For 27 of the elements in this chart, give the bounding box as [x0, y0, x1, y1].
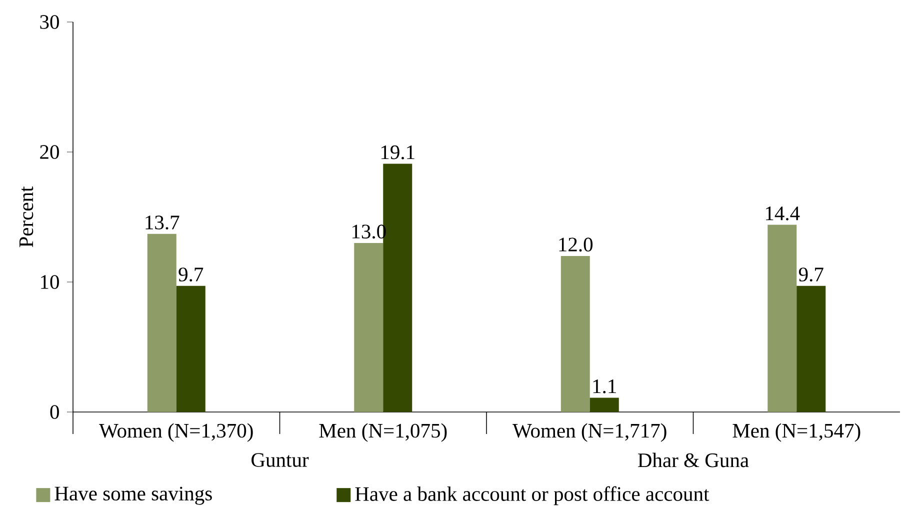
data-label: 9.7	[178, 268, 204, 282]
y-tick-label: 0	[50, 405, 59, 419]
y-tick-label: 20	[40, 145, 59, 159]
bar	[147, 234, 176, 412]
bar	[796, 286, 826, 412]
y-tick-label: 30	[40, 15, 59, 29]
data-label: 13.7	[146, 216, 180, 230]
bar	[768, 224, 797, 412]
x-tick-label: Women (N=1,717)	[512, 423, 666, 442]
bar	[590, 398, 619, 412]
text: Guntur	[252, 453, 309, 467]
x-tick-label: Men (N=1,075)	[319, 423, 447, 442]
x-tick-label: Men (N=1,547)	[732, 423, 860, 442]
bar	[560, 256, 590, 412]
bar	[176, 286, 206, 412]
y-tick-label: 10	[41, 275, 59, 289]
text: Dhar & Guna	[638, 452, 749, 468]
legend-label: Have a bank account or post office account	[355, 486, 710, 506]
data-label: 9.7	[798, 268, 824, 282]
y-axis-title: Percent	[20, 186, 34, 248]
bar	[354, 243, 384, 412]
data-label: 12.0	[559, 238, 593, 252]
x-tick-label: Women (N=1,370)	[99, 423, 253, 442]
data-label: 14.4	[766, 206, 800, 220]
data-label: 19.1	[381, 145, 414, 160]
data-label: 1.1	[593, 379, 616, 394]
legend-label: Have some savings	[54, 486, 212, 505]
